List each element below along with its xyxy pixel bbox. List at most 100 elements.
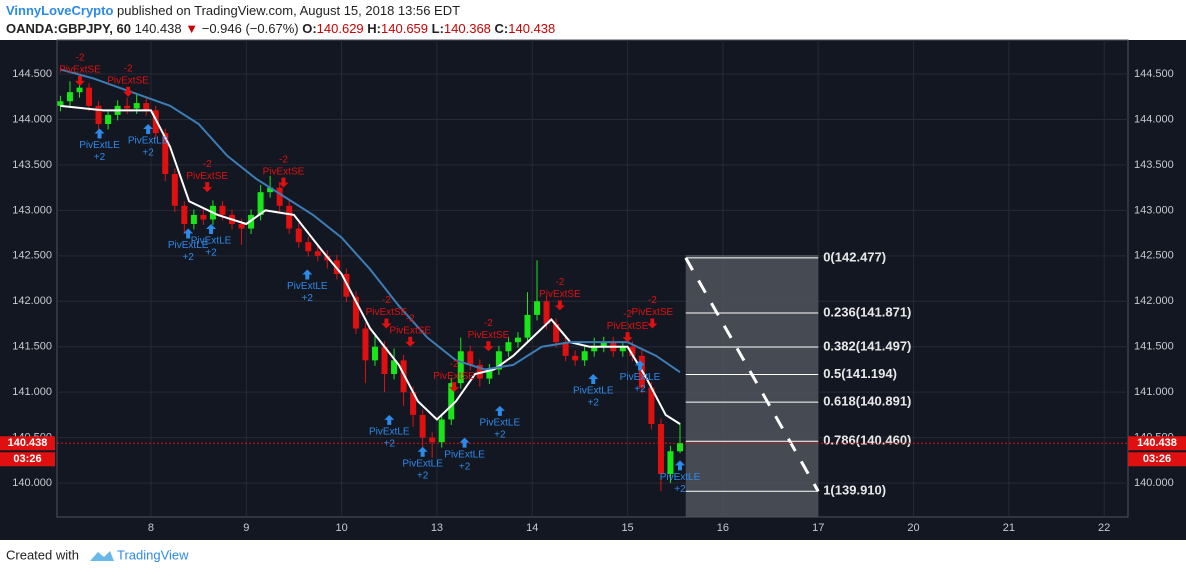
signal-qty: +2 xyxy=(302,293,314,304)
signal-label: PivExtSE xyxy=(607,321,649,332)
ohlc-o-key: O: xyxy=(302,21,316,36)
fib-box xyxy=(685,255,819,517)
header-line-2: OANDA:GBPJPY, 60 140.438 ▼ −0.946 (−0.67… xyxy=(6,21,555,36)
signal-arrow xyxy=(381,318,392,329)
header-line-1: VinnyLoveCrypto published on TradingView… xyxy=(6,3,460,18)
candle-body xyxy=(66,92,73,102)
price: 140.438 xyxy=(135,21,182,36)
candle-body xyxy=(105,114,112,124)
y-tick-label: 142.500 xyxy=(12,250,52,262)
signal-qty: -2 xyxy=(450,359,459,370)
candle-body xyxy=(181,205,188,224)
candle-body xyxy=(133,103,140,109)
candle-body xyxy=(286,205,293,229)
candle-body xyxy=(572,355,579,361)
signal-arrow xyxy=(634,360,645,371)
signal-qty: -2 xyxy=(648,295,657,306)
signal-arrow xyxy=(143,124,154,134)
candle-body xyxy=(524,314,531,338)
y-tick-label: 142.000 xyxy=(12,295,52,307)
ohlc-h: 140.659 xyxy=(381,21,428,36)
signal-qty: +2 xyxy=(384,439,396,450)
candle-body xyxy=(648,387,655,424)
candle-body xyxy=(381,346,388,374)
signal-label: PivExtSE xyxy=(263,166,305,177)
signal-arrow xyxy=(417,446,428,457)
fib-label: 0.236(141.871) xyxy=(823,304,911,319)
candle-body xyxy=(152,110,159,134)
signal-arrow xyxy=(483,341,494,352)
x-tick-label: 13 xyxy=(431,522,443,534)
signal-label: PivExtLE xyxy=(287,281,328,292)
logo-icon xyxy=(90,551,114,561)
signal-label: PivExtSE xyxy=(186,171,228,182)
x-tick-label: 10 xyxy=(335,522,347,534)
signal-label: PivExtSE xyxy=(539,289,581,300)
x-tick-label: 9 xyxy=(243,522,249,534)
fib-trend xyxy=(684,257,820,493)
x-tick-label: 22 xyxy=(1098,522,1110,534)
signal-label: PivExtLE xyxy=(168,240,209,251)
candle-body xyxy=(371,346,378,361)
signal-qty: -2 xyxy=(76,52,85,63)
signal-arrow xyxy=(449,382,460,393)
candle-body xyxy=(553,324,560,343)
countdown-label: 03:26 xyxy=(13,453,41,465)
y-tick-label: 144.000 xyxy=(12,113,52,125)
y-tick-label-right: 143.500 xyxy=(1134,159,1174,171)
candle-body xyxy=(600,342,607,347)
signal-arrow xyxy=(647,318,658,329)
author[interactable]: VinnyLoveCrypto xyxy=(6,3,113,18)
candle-body xyxy=(352,296,359,329)
signal-label: PivExtLE xyxy=(620,372,661,383)
signal-arrow xyxy=(94,128,105,139)
signal-qty: +2 xyxy=(459,461,471,472)
signal-arrow xyxy=(302,269,313,280)
x-tick-label: 20 xyxy=(907,522,919,534)
candle-body xyxy=(267,187,274,193)
ohlc-o: 140.629 xyxy=(317,21,364,36)
candle-body xyxy=(362,328,369,361)
candle-body xyxy=(448,383,455,420)
signal-qty: +2 xyxy=(94,152,106,163)
signal-qty: +2 xyxy=(674,484,686,495)
signal-qty: -2 xyxy=(623,309,632,320)
candle-body xyxy=(305,242,312,252)
signal-qty: -2 xyxy=(203,159,212,170)
signal-label: PivExtLE xyxy=(79,140,120,151)
signal-arrow xyxy=(588,374,599,384)
y-tick-label-right: 140.000 xyxy=(1134,477,1174,489)
candle-body xyxy=(124,105,131,109)
signal-qty: +2 xyxy=(142,148,154,159)
candle-body xyxy=(171,174,178,206)
candle-body xyxy=(534,301,541,315)
signal-arrow xyxy=(278,177,289,188)
signal-arrow xyxy=(675,460,686,471)
y-tick-label-right: 142.000 xyxy=(1134,295,1174,307)
footer-brand[interactable]: TradingView xyxy=(117,547,189,562)
x-tick-label: 14 xyxy=(526,522,538,534)
signal-arrow xyxy=(554,300,565,311)
signal-qty: +2 xyxy=(417,470,429,481)
candle-body xyxy=(400,360,407,393)
candle-body xyxy=(438,419,445,443)
candle-body xyxy=(562,342,569,356)
signal-arrow xyxy=(405,336,416,347)
countdown-tag xyxy=(0,452,55,467)
signal-arrow xyxy=(123,86,134,97)
y-tick-label-right: 143.000 xyxy=(1134,204,1174,216)
signal-qty: -2 xyxy=(124,63,133,74)
signal-label: PivExtLE xyxy=(128,136,169,147)
price-tag-label: 140.438 xyxy=(1137,437,1177,449)
plot-border xyxy=(56,39,1129,518)
candle-body xyxy=(591,346,598,352)
signal-arrow xyxy=(202,182,213,193)
price-tag xyxy=(1128,436,1186,451)
candle-body xyxy=(677,443,684,452)
ohlc-h-key: H: xyxy=(367,21,381,36)
moving-average xyxy=(60,104,681,425)
candle-body xyxy=(667,451,674,474)
candle-body xyxy=(57,101,64,106)
signal-qty: +2 xyxy=(494,429,506,440)
ohlc-l: 140.368 xyxy=(444,21,491,36)
